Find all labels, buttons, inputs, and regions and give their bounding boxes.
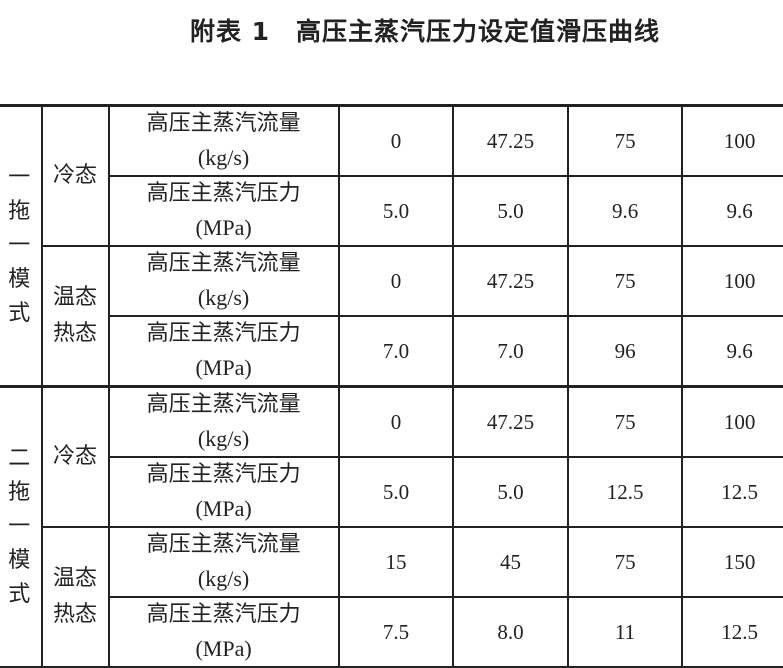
mode-char: 一 [8, 233, 31, 258]
mode-char: 拖 [8, 199, 31, 224]
value-cell: 5.0 [452, 456, 569, 528]
mode-char: 一 [8, 514, 31, 539]
value-cell: 9.6 [681, 315, 783, 388]
mode-char: 模 [8, 267, 31, 292]
parameter-unit: (MPa) [195, 496, 252, 521]
parameter-cell: 高压主蒸汽流量 (kg/s) [107, 104, 340, 177]
table-row: 二拖一模式冷态 高压主蒸汽流量 (kg/s) 0 47.25 75 100 [0, 385, 783, 668]
value-cell: 7.0 [337, 315, 455, 388]
state-label: 冷态 [53, 444, 98, 469]
value-cell: 75 [566, 526, 684, 598]
value-cell: 5.0 [337, 456, 455, 528]
state-label: 温态 [53, 285, 98, 310]
state-label: 冷态 [53, 163, 98, 188]
state-cell: 冷态 [40, 385, 110, 528]
parameter-cell: 高压主蒸汽压力 (MPa) [107, 315, 340, 388]
value-cell: 8.0 [452, 596, 569, 668]
parameter-label: 高压主蒸汽流量 [146, 532, 301, 557]
value-cell: 100 [681, 104, 783, 177]
value-cell: 15 [337, 526, 455, 598]
parameter-unit: (MPa) [195, 636, 252, 661]
state-cell: 冷态 [40, 104, 110, 247]
value-cell: 12.5 [681, 456, 783, 528]
value-cell: 5.0 [452, 175, 569, 247]
table-row: 高压主蒸汽压力 (MPa) 5.0 5.0 9.6 9.6 [0, 175, 783, 247]
pressure-setpoint-table: 一拖一模式冷态 高压主蒸汽流量 (kg/s) 0 47.25 75 100 高压主蒸汽压力 (M… [0, 104, 783, 668]
value-cell: 12.5 [566, 456, 684, 528]
table-row: 温态热态 高压主蒸汽流量 (kg/s) 15 45 75 150 [0, 526, 783, 668]
state-label: 热态 [53, 321, 98, 346]
table-row: 高压主蒸汽压力 (MPa) 5.0 5.0 12.5 12.5 [0, 456, 783, 528]
parameter-unit: (kg/s) [197, 145, 250, 170]
parameter-cell: 高压主蒸汽压力 (MPa) [107, 456, 340, 528]
parameter-label: 高压主蒸汽压力 [146, 181, 301, 206]
parameter-label: 高压主蒸汽流量 [146, 251, 301, 276]
parameter-cell: 高压主蒸汽流量 (kg/s) [107, 385, 340, 458]
mode-cell: 二拖一模式 [0, 385, 43, 668]
table-row: 一拖一模式冷态 高压主蒸汽流量 (kg/s) 0 47.25 75 100 [0, 104, 783, 388]
table-number: 附表 1 [189, 17, 271, 46]
parameter-label: 高压主蒸汽流量 [146, 392, 301, 417]
value-cell: 12.5 [681, 596, 783, 668]
table-caption: 高压主蒸汽压力设定值滑压曲线 [296, 17, 661, 46]
value-cell: 96 [566, 315, 684, 388]
mode-char: 式 [8, 301, 31, 326]
value-cell: 0 [337, 104, 455, 177]
state-cell: 温态 热态 [40, 526, 110, 668]
value-cell: 0 [337, 385, 455, 458]
mode-char: 模 [8, 548, 31, 573]
mode-char: 式 [8, 582, 31, 607]
parameter-cell: 高压主蒸汽压力 (MPa) [107, 596, 340, 668]
table-row: 温态热态 高压主蒸汽流量 (kg/s) 0 47.25 75 100 [0, 245, 783, 388]
parameter-cell: 高压主蒸汽流量 (kg/s) [107, 245, 340, 317]
parameter-label: 高压主蒸汽压力 [146, 602, 301, 627]
value-cell: 9.6 [566, 175, 684, 247]
value-cell: 75 [566, 385, 684, 458]
value-cell: 11 [566, 596, 684, 668]
table-title: 附表 1 高压主蒸汽压力设定值滑压曲线 [0, 12, 783, 48]
value-cell: 47.25 [452, 245, 569, 317]
value-cell: 100 [681, 245, 783, 317]
parameter-unit: (kg/s) [197, 566, 250, 591]
parameter-label: 高压主蒸汽压力 [146, 462, 301, 487]
mode-char: 一 [8, 165, 31, 190]
value-cell: 100 [681, 385, 783, 458]
table-row: 高压主蒸汽压力 (MPa) 7.0 7.0 96 9.6 [0, 315, 783, 388]
table-row: 高压主蒸汽压力 (MPa) 7.5 8.0 11 12.5 [0, 596, 783, 668]
value-cell: 5.0 [337, 175, 455, 247]
parameter-cell: 高压主蒸汽流量 (kg/s) [107, 526, 340, 598]
parameter-unit: (MPa) [195, 355, 252, 380]
parameter-unit: (MPa) [195, 215, 252, 240]
value-cell: 47.25 [452, 385, 569, 458]
value-cell: 75 [566, 104, 684, 177]
parameter-unit: (kg/s) [197, 426, 250, 451]
state-label: 温态 [53, 566, 98, 591]
state-cell: 温态 热态 [40, 245, 110, 388]
parameter-label: 高压主蒸汽压力 [146, 321, 301, 346]
parameter-cell: 高压主蒸汽压力 (MPa) [107, 175, 340, 247]
parameter-unit: (kg/s) [197, 285, 250, 310]
state-label: 热态 [53, 602, 98, 627]
mode-char: 二 [8, 446, 31, 471]
parameter-label: 高压主蒸汽流量 [146, 111, 301, 136]
value-cell: 45 [452, 526, 569, 598]
value-cell: 7.0 [452, 315, 569, 388]
mode-cell: 一拖一模式 [0, 104, 43, 388]
value-cell: 9.6 [681, 175, 783, 247]
value-cell: 7.5 [337, 596, 455, 668]
value-cell: 75 [566, 245, 684, 317]
mode-char: 拖 [8, 480, 31, 505]
value-cell: 150 [681, 526, 783, 598]
value-cell: 47.25 [452, 104, 569, 177]
value-cell: 0 [337, 245, 455, 317]
